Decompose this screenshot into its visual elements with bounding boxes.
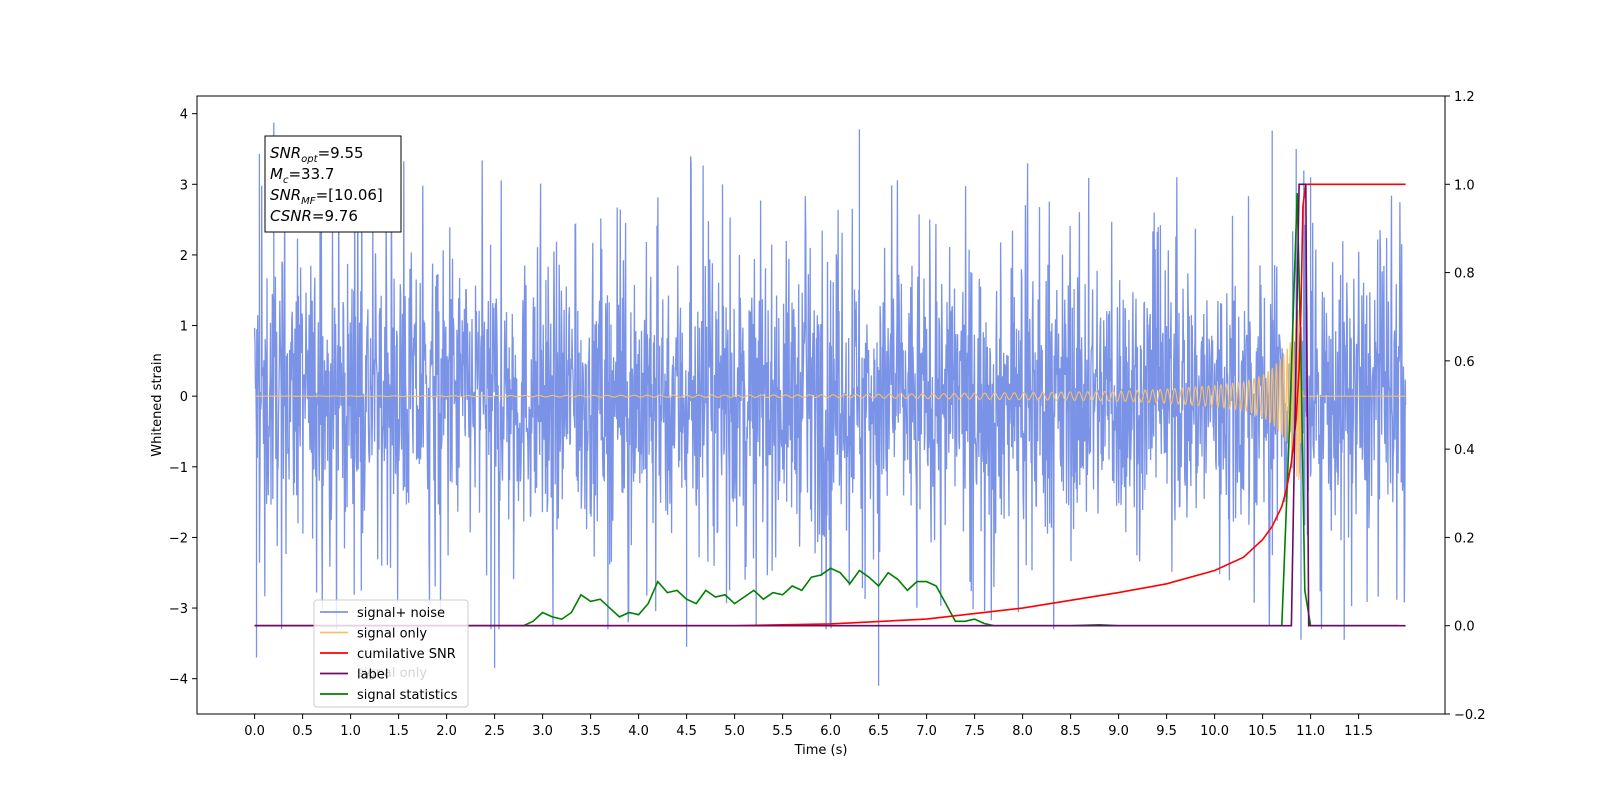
plot-area: [253, 122, 1407, 686]
y2-tick-label: 1.2: [1454, 90, 1475, 105]
y-tick-label: 0: [180, 390, 188, 405]
series-label: [254, 183, 1406, 627]
legend-label: label: [357, 668, 388, 683]
y-axis-right: 1.2 1.0 0.8 0.6 0.4 0.2 0.0 −0.2: [1445, 90, 1486, 723]
y-tick-label: −1: [169, 461, 188, 476]
x-tick-label: 5.5: [772, 724, 793, 739]
legend-hidden-label: signal only: [357, 666, 427, 681]
info-box-frame: [264, 135, 402, 233]
x-tick-label: 3.5: [580, 724, 601, 739]
legend-label: signal only: [357, 627, 427, 642]
y2-tick-label: 0.8: [1454, 267, 1475, 282]
x-tick-label: 10.0: [1200, 724, 1229, 739]
series-cumilative-snr: [254, 183, 1406, 627]
x-tick-label: 6.0: [820, 724, 841, 739]
info-line: Mc=33.7: [270, 165, 334, 186]
x-tick-label: 1.5: [388, 724, 409, 739]
x-tick-label: 11.5: [1344, 724, 1373, 739]
y-tick-label: −2: [169, 531, 188, 546]
y-tick-label: 3: [180, 178, 188, 193]
legend-label: signal statistics: [357, 688, 458, 703]
info-line: SNRMF=[10.06]: [270, 186, 383, 207]
y-axis-label: Whitened strain: [150, 353, 165, 456]
y-tick-label: 2: [180, 249, 188, 264]
y-axis-left: 4 3 2 1 0 −1 −2 −3 −4: [169, 108, 197, 688]
info-line: SNRopt=9.55: [270, 144, 364, 165]
y2-tick-label: 0.6: [1454, 355, 1475, 370]
x-axis: 0.0 0.5 1.0 1.5 2.0 2.5 3.0 3.5 4.0 4.5 5.0 5.5 6.0 6…: [244, 714, 1373, 739]
x-tick-label: 0.5: [292, 724, 313, 739]
x-tick-label: 0.0: [244, 724, 265, 739]
axes-frame: [196, 95, 1446, 715]
legend-frame: [313, 599, 469, 708]
series-signal-only: [254, 309, 1406, 481]
y-tick-label: −4: [169, 673, 188, 688]
x-tick-label: 10.5: [1248, 724, 1277, 739]
x-tick-label: 7.5: [964, 724, 985, 739]
x-tick-label: 9.0: [1108, 724, 1129, 739]
y-tick-label: 1: [180, 320, 188, 335]
info-line: CSNR=9.76: [270, 207, 358, 225]
x-tick-label: 2.0: [436, 724, 457, 739]
y2-tick-label: −0.2: [1454, 708, 1486, 723]
x-tick-label: 2.5: [484, 724, 505, 739]
y-tick-label: −3: [169, 602, 188, 617]
x-axis-label: Time (s): [794, 743, 848, 758]
x-tick-label: 7.0: [916, 724, 937, 739]
y-tick-label: 4: [180, 108, 188, 123]
x-tick-label: 4.0: [628, 724, 649, 739]
x-tick-label: 11.0: [1296, 724, 1325, 739]
x-tick-label: 5.0: [724, 724, 745, 739]
legend-label: signal+ noise: [357, 606, 445, 621]
y2-tick-label: 0.2: [1454, 531, 1475, 546]
legend: signal only signal+ noise signal only cumil…: [313, 599, 469, 708]
y2-tick-label: 0.4: [1454, 443, 1475, 458]
x-tick-label: 9.5: [1156, 724, 1177, 739]
legend-label: cumilative SNR: [357, 647, 456, 662]
x-tick-label: 3.0: [532, 724, 553, 739]
x-tick-label: 8.0: [1012, 724, 1033, 739]
y2-tick-label: 1.0: [1454, 178, 1475, 193]
x-tick-label: 4.5: [676, 724, 697, 739]
x-tick-label: 8.5: [1060, 724, 1081, 739]
y2-tick-label: 0.0: [1454, 620, 1475, 635]
x-tick-label: 6.5: [868, 724, 889, 739]
x-tick-label: 1.0: [340, 724, 361, 739]
